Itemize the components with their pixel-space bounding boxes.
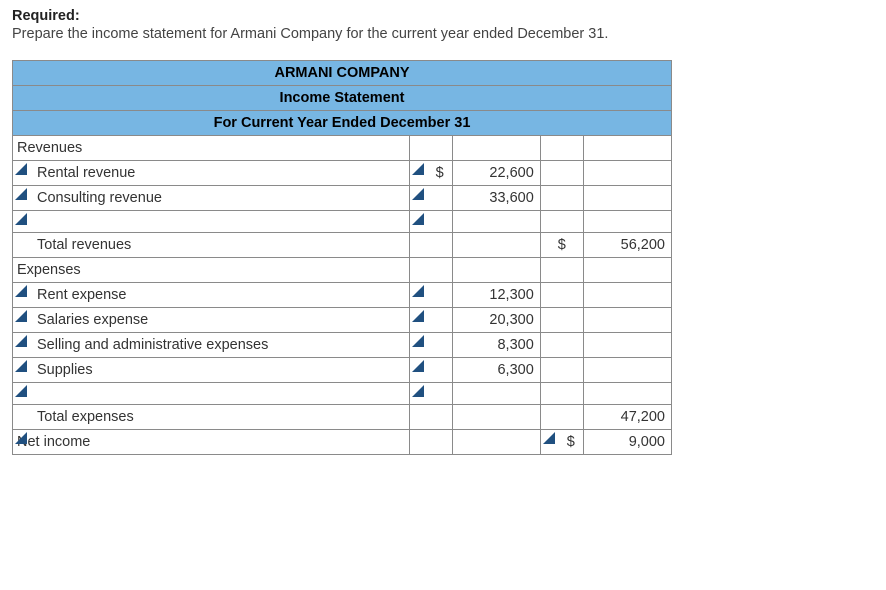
- empty-cell: [409, 383, 452, 405]
- currency-symbol: $: [540, 233, 583, 258]
- empty-cell: [540, 308, 583, 333]
- net-income-amount: 9,000: [583, 430, 671, 455]
- statement-period: For Current Year Ended December 31: [13, 111, 672, 136]
- currency-symbol: $: [540, 430, 583, 455]
- expense-item-amount[interactable]: 20,300: [452, 308, 540, 333]
- expense-item-label[interactable]: Selling and administrative expenses: [13, 333, 410, 358]
- revenue-item-amount[interactable]: 33,600: [452, 186, 540, 211]
- revenue-item-amount[interactable]: 22,600: [452, 161, 540, 186]
- empty-cell: [409, 233, 452, 258]
- empty-cell: [409, 430, 452, 455]
- empty-cell: [583, 383, 671, 405]
- required-label: Required:: [12, 8, 874, 24]
- empty-cell: [409, 211, 452, 233]
- revenues-section-label: Revenues: [13, 136, 410, 161]
- expense-item-label[interactable]: Supplies: [13, 358, 410, 383]
- empty-cell: [409, 283, 452, 308]
- empty-cell: [540, 358, 583, 383]
- expense-item-amount[interactable]: 8,300: [452, 333, 540, 358]
- empty-cell: [583, 211, 671, 233]
- empty-cell: [452, 136, 540, 161]
- empty-cell: [452, 233, 540, 258]
- empty-cell: [452, 430, 540, 455]
- net-income-label[interactable]: Net income: [13, 430, 410, 455]
- empty-cell: [583, 136, 671, 161]
- empty-cell: [583, 186, 671, 211]
- empty-cell: [540, 136, 583, 161]
- currency-symbol: $: [409, 161, 452, 186]
- empty-cell: [409, 258, 452, 283]
- empty-cell: [540, 211, 583, 233]
- total-expenses-amount: 47,200: [583, 405, 671, 430]
- empty-cell: [540, 258, 583, 283]
- empty-cell: [540, 186, 583, 211]
- empty-cell: [409, 358, 452, 383]
- blank-amount[interactable]: [452, 211, 540, 233]
- income-statement-table: ARMANI COMPANY Income Statement For Curr…: [12, 60, 672, 455]
- empty-cell: [583, 308, 671, 333]
- expense-item-label[interactable]: Rent expense: [13, 283, 410, 308]
- empty-cell: [583, 333, 671, 358]
- empty-cell: [540, 383, 583, 405]
- revenue-item-label[interactable]: Consulting revenue: [13, 186, 410, 211]
- empty-cell: [583, 161, 671, 186]
- blank-amount[interactable]: [452, 383, 540, 405]
- empty-cell: [583, 283, 671, 308]
- empty-cell: [540, 333, 583, 358]
- empty-cell: [409, 186, 452, 211]
- expense-item-amount[interactable]: 6,300: [452, 358, 540, 383]
- empty-cell: [540, 161, 583, 186]
- total-expenses-label: Total expenses: [13, 405, 410, 430]
- instruction-text: Prepare the income statement for Armani …: [12, 26, 874, 42]
- blank-dropdown[interactable]: [13, 383, 410, 405]
- empty-cell: [409, 308, 452, 333]
- blank-dropdown[interactable]: [13, 211, 410, 233]
- empty-cell: [452, 405, 540, 430]
- empty-cell: [452, 258, 540, 283]
- empty-cell: [583, 258, 671, 283]
- company-name: ARMANI COMPANY: [13, 61, 672, 86]
- statement-title: Income Statement: [13, 86, 672, 111]
- total-revenues-amount: 56,200: [583, 233, 671, 258]
- empty-cell: [409, 333, 452, 358]
- empty-cell: [583, 358, 671, 383]
- expense-item-amount[interactable]: 12,300: [452, 283, 540, 308]
- total-revenues-label: Total revenues: [13, 233, 410, 258]
- empty-cell: [409, 136, 452, 161]
- expense-item-label[interactable]: Salaries expense: [13, 308, 410, 333]
- empty-cell: [540, 283, 583, 308]
- revenue-item-label[interactable]: Rental revenue: [13, 161, 410, 186]
- expenses-section-label: Expenses: [13, 258, 410, 283]
- empty-cell: [540, 405, 583, 430]
- empty-cell: [409, 405, 452, 430]
